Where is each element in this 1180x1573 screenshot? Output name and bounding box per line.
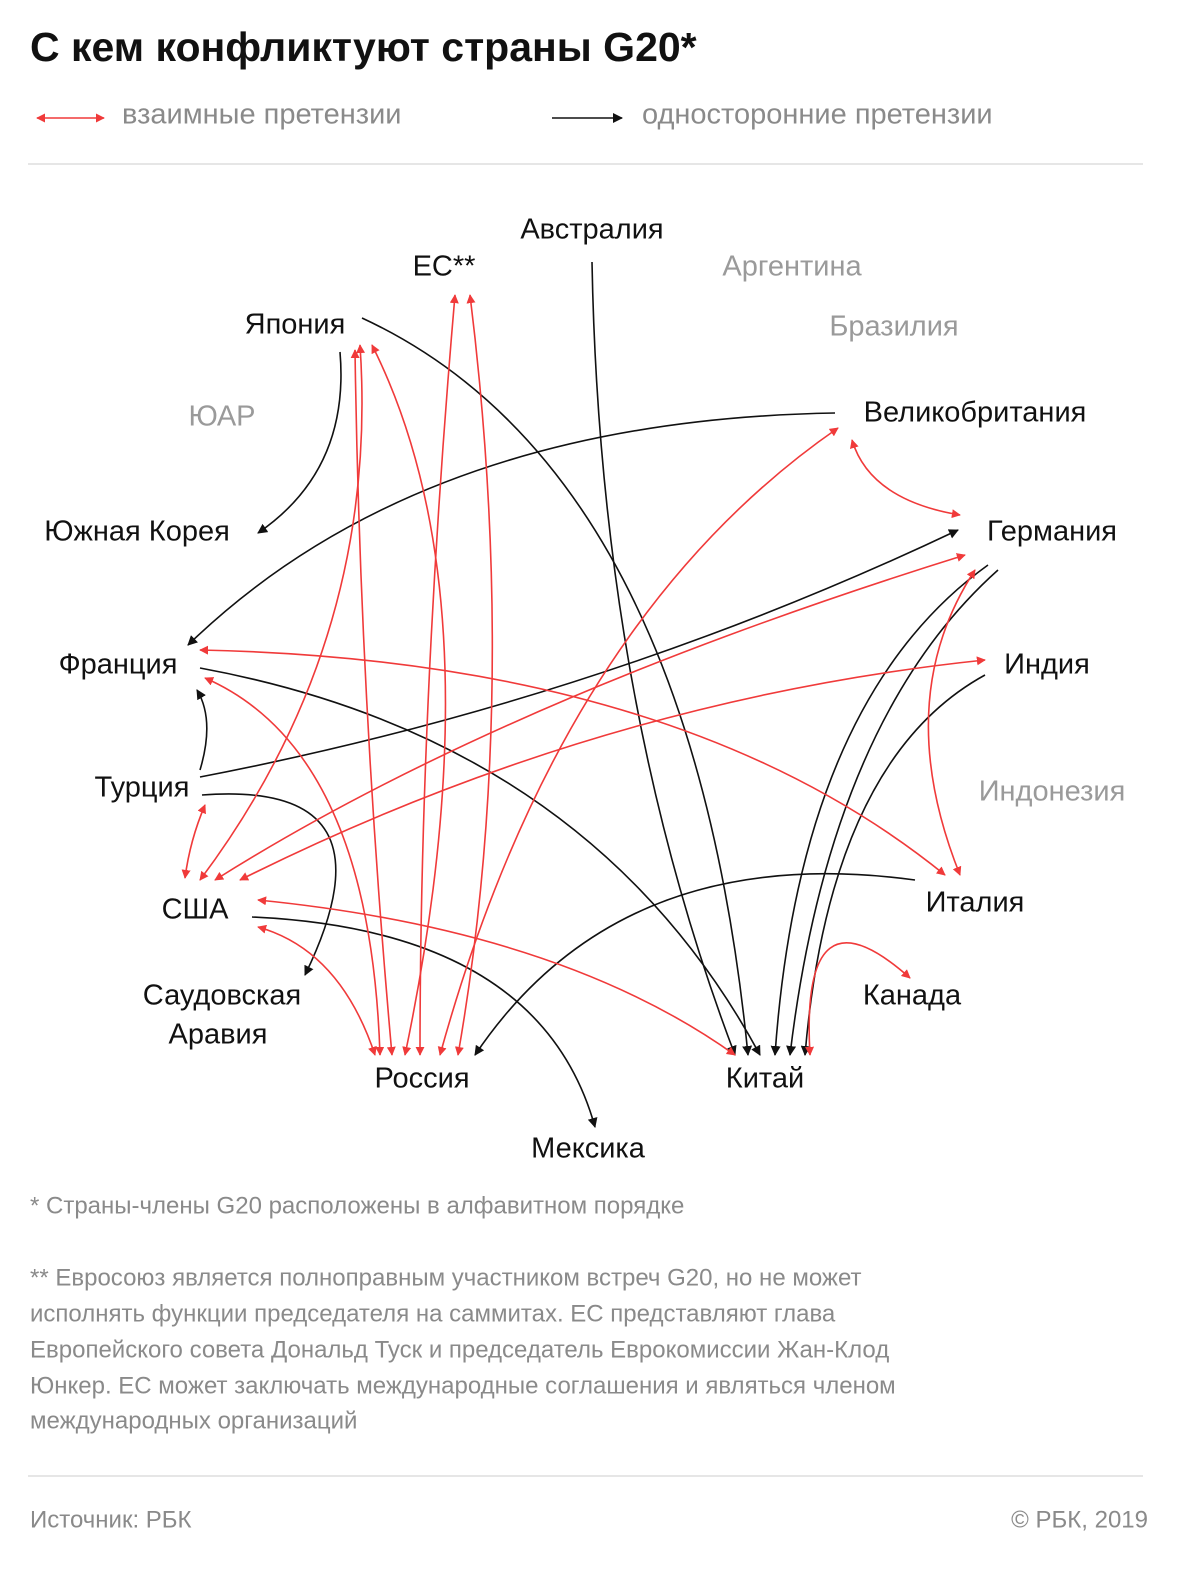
node-label: Россия bbox=[374, 1063, 469, 1095]
edge bbox=[214, 553, 966, 881]
footnote-line: Юнкер. ЕС может заключать международные … bbox=[30, 1372, 896, 1399]
legend-label: односторонние претензии bbox=[642, 99, 993, 131]
node-label: США bbox=[162, 894, 230, 926]
node-label: Турция bbox=[95, 772, 190, 804]
node-label: ЮАР bbox=[188, 401, 255, 433]
node-label: Аргентина bbox=[722, 251, 862, 283]
edge bbox=[187, 412, 836, 646]
copyright: © РБК, 2019 bbox=[1011, 1506, 1148, 1533]
node-label: Франция bbox=[59, 649, 178, 681]
edge bbox=[257, 896, 736, 1056]
footnote-line: международных организаций bbox=[30, 1407, 357, 1434]
node-label: Индия bbox=[1004, 649, 1090, 681]
node-label: Аравия bbox=[169, 1019, 268, 1051]
edge bbox=[196, 689, 208, 771]
footnote-line: исполнять функции председателя на саммит… bbox=[30, 1300, 836, 1327]
edge bbox=[257, 351, 342, 534]
source: Источник: РБК bbox=[30, 1506, 192, 1533]
edge bbox=[361, 317, 753, 1056]
edge bbox=[805, 942, 911, 1056]
edge bbox=[199, 645, 946, 876]
node-label: ЕС** bbox=[413, 251, 476, 283]
node-label: Китай bbox=[726, 1063, 804, 1095]
edge bbox=[437, 427, 839, 1056]
node-label: Германия bbox=[987, 516, 1117, 548]
node-label: Италия bbox=[926, 887, 1025, 919]
node-label: Южная Корея bbox=[44, 516, 230, 548]
edge bbox=[850, 439, 961, 519]
node-label: Япония bbox=[245, 309, 346, 341]
edge bbox=[199, 529, 959, 778]
node-label: Бразилия bbox=[829, 311, 958, 343]
footnote: * Страны-члены G20 расположены в алфавит… bbox=[30, 1192, 684, 1219]
node-label: Саудовская bbox=[143, 980, 301, 1012]
edge bbox=[181, 804, 206, 879]
node-label: Великобритания bbox=[864, 397, 1087, 429]
footnote-line: ** Евросоюз является полноправным участн… bbox=[30, 1264, 862, 1291]
node-label: Австралия bbox=[520, 214, 663, 246]
node-label: Индонезия bbox=[979, 776, 1126, 808]
footnote: ** Евросоюз является полноправным участн… bbox=[30, 1264, 896, 1434]
title: С кем конфликтуют страны G20* bbox=[30, 24, 697, 70]
nodes: Австралия ЕС** Аргентина Япония Бразилия… bbox=[44, 214, 1125, 1165]
node-label: Мексика bbox=[531, 1133, 646, 1165]
edges bbox=[181, 261, 999, 1128]
edge bbox=[927, 569, 976, 876]
legend-label: взаимные претензии bbox=[122, 99, 401, 131]
footnote-line: Европейского совета Дональд Туск и предс… bbox=[30, 1336, 889, 1363]
node-label: Канада bbox=[863, 980, 962, 1012]
